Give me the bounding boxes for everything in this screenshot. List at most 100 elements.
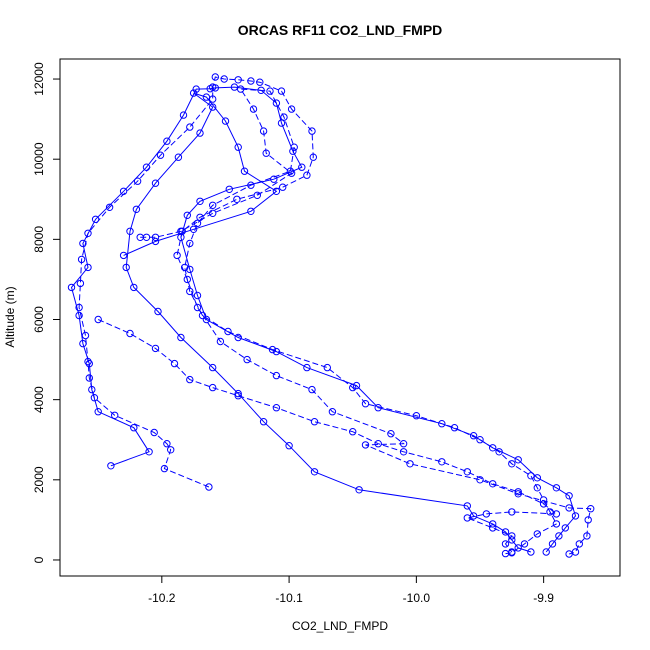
data-point [355,486,363,494]
data-point [309,153,317,161]
data-point [387,430,395,438]
data-point [183,211,192,220]
data-point [85,374,94,382]
data-point [145,448,153,456]
data-point [542,548,550,556]
data-point [209,201,217,210]
data-point [173,251,181,260]
series-lines [70,76,592,555]
x-axis-label: CO2_LND_FMPD [292,619,388,633]
data-point [151,179,160,187]
data-point [361,441,370,449]
data-point [193,291,202,300]
data-point [234,76,242,84]
data-point [489,444,497,452]
data-point [91,215,100,224]
data-point [463,502,471,510]
data-point [167,446,175,454]
data-point [85,359,94,368]
data-point [508,532,516,540]
data-point [539,500,548,508]
data-point [361,400,370,408]
data-point [177,227,185,236]
x-tick-label: -10.0 [403,591,431,605]
data-point [196,197,204,206]
data-point [495,448,503,456]
data-point [272,404,281,412]
data-point [189,89,198,97]
data-point [209,209,217,218]
data-point [565,550,573,558]
data-point [206,85,214,93]
data-point [240,167,249,175]
data-point [277,87,286,95]
data-point [310,418,319,426]
data-point [122,263,130,272]
data-point [193,303,202,312]
data-point [272,187,281,196]
data-point [508,548,516,556]
data-point [247,207,255,216]
data-point [290,143,298,151]
data-point [186,265,194,274]
data-point [209,363,217,372]
data-point [270,175,278,183]
data-point [289,147,297,155]
data-point [75,303,83,312]
data-point [565,504,573,512]
data-point [399,448,408,456]
data-point [287,169,296,177]
data-point [303,171,311,179]
data-point [352,381,361,390]
data-point [561,524,569,532]
data-point [552,484,561,492]
data-point [463,514,471,522]
data-point [150,428,158,437]
data-point [126,329,134,338]
data-point [237,85,245,93]
data-point [527,548,535,556]
data-point [533,530,541,538]
data-point [463,468,471,476]
data-point [374,440,382,448]
data-point [533,474,541,482]
y-tick-label: 4000 [32,386,46,413]
x-tick-label: -9.9 [533,591,554,605]
data-point [151,237,160,246]
data-point [177,333,185,342]
data-point [163,440,171,448]
data-point [298,163,306,171]
data-point [181,263,189,272]
data-point [469,432,478,440]
data-point [225,185,234,194]
data-point [539,496,548,504]
data-point [183,275,192,284]
y-tick-label: 0 [32,556,46,563]
data-point [476,436,484,444]
data-point [308,127,316,135]
data-point [280,113,288,121]
data-point [209,383,217,392]
data-point [151,344,160,353]
data-point [202,93,211,101]
data-point [94,408,102,416]
data-point [256,78,264,86]
data-point [81,331,90,340]
series-line [70,86,577,553]
data-point [287,105,296,113]
data-point [438,458,446,466]
data-point [234,143,242,151]
data-point [202,315,211,324]
data-point [233,195,241,204]
data-point [107,462,115,470]
data-point [533,484,541,492]
data-point [508,508,516,516]
data-point [438,420,446,428]
data-point [450,424,459,432]
y-tick-label: 10000 [32,142,46,176]
data-point [349,428,357,436]
data-point [170,359,179,368]
data-point [527,472,535,480]
data-point [163,137,171,145]
data-point [209,103,217,111]
